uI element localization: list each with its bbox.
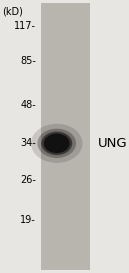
Text: 117-: 117- — [14, 21, 36, 31]
Text: 34-: 34- — [20, 138, 36, 148]
Text: 48-: 48- — [20, 100, 36, 110]
Text: UNG: UNG — [98, 137, 128, 150]
FancyBboxPatch shape — [41, 3, 90, 270]
Text: 19-: 19- — [20, 215, 36, 225]
Ellipse shape — [37, 129, 76, 158]
Ellipse shape — [44, 133, 70, 153]
Text: 85-: 85- — [20, 57, 36, 66]
Text: 26-: 26- — [20, 175, 36, 185]
Ellipse shape — [41, 132, 72, 155]
Text: (kD): (kD) — [3, 7, 23, 17]
Ellipse shape — [31, 124, 83, 163]
